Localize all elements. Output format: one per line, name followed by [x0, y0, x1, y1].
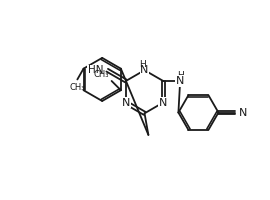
Text: N: N: [122, 98, 130, 108]
Text: N: N: [238, 108, 247, 118]
Text: N: N: [159, 98, 167, 108]
Text: CH₃: CH₃: [70, 83, 85, 92]
Text: H: H: [177, 71, 184, 80]
Text: N: N: [140, 65, 149, 75]
Text: H: H: [139, 60, 146, 69]
Text: N: N: [176, 76, 184, 86]
Text: HN: HN: [88, 65, 103, 75]
Text: CH₃: CH₃: [94, 70, 109, 79]
